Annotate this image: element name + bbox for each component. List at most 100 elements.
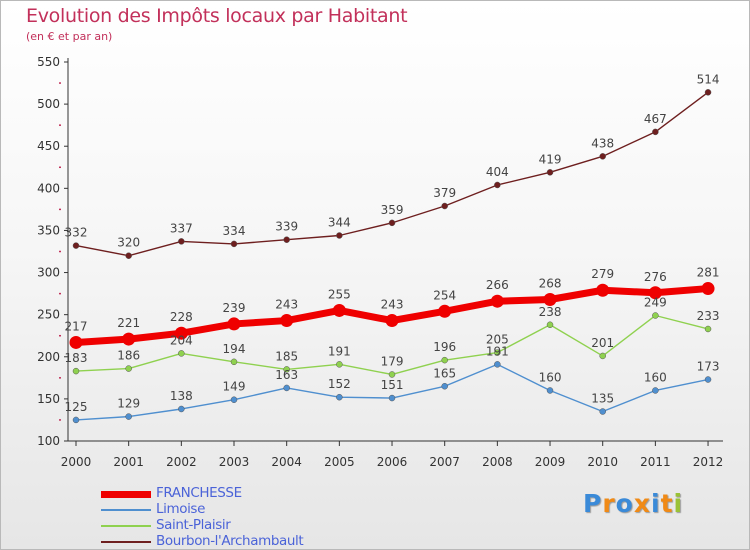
data-label-franchesse-2007: 254 [433,288,456,302]
data-point-bourbon-l-archambault-2002 [178,238,185,245]
data-label-bourbon-l-archambault-2000: 332 [65,226,88,240]
data-point-franchesse-2007 [438,304,452,318]
data-point-bourbon-l-archambault-2003 [230,240,238,248]
proxiti-logo: Proxiti [583,489,683,518]
y-tick-label-300: 300 [37,266,60,280]
legend-label-franchesse: FRANCHESSE [156,485,242,501]
data-point-franchesse-2011 [648,286,662,300]
data-label-bourbon-l-archambault-2009: 419 [539,152,562,166]
data-label-bourbon-l-archambault-2012: 514 [697,72,720,86]
data-point-bourbon-l-archambault-2008 [494,181,501,189]
data-label-franchesse-2001: 221 [117,316,140,330]
x-tick-label-2006: 2006 [377,455,408,469]
data-point-franchesse-2008 [490,294,504,308]
x-tick-label-2003: 2003 [219,455,250,469]
data-label-saint-plaisir-2002: 204 [170,333,193,347]
data-point-limoise-2000 [72,416,80,424]
data-label-saint-plaisir-2003: 194 [223,342,246,356]
logo-letter: o [615,489,634,518]
y-tick-label-100: 100 [37,434,60,448]
x-tick-label-2004: 2004 [271,455,302,469]
legend-label-saint-plaisir: Saint-Plaisir [156,517,231,533]
data-label-franchesse-2005: 255 [328,287,351,301]
chart-title: Evolution des Impôts locaux par Habitant [26,5,408,27]
logo-letter: t [660,489,674,518]
data-label-saint-plaisir-2006: 179 [381,354,404,368]
data-label-limoise-2000: 125 [65,400,88,414]
data-label-franchesse-2004: 243 [275,298,298,312]
data-label-limoise-2006: 151 [381,378,404,392]
data-label-saint-plaisir-2010: 201 [591,336,614,350]
data-point-bourbon-l-archambault-2005 [336,232,343,239]
data-point-saint-plaisir-2010 [599,352,606,360]
data-point-bourbon-l-archambault-2009 [546,169,554,176]
data-label-limoise-2005: 152 [328,377,351,391]
data-label-saint-plaisir-2007: 196 [433,340,456,354]
data-point-limoise-2007 [441,383,448,390]
x-tick-label-2002: 2002 [166,455,197,469]
data-label-saint-plaisir-2000: 183 [65,351,88,365]
data-label-franchesse-2000: 217 [65,319,88,333]
legend-swatch-bourbon-l-archambault [101,541,151,543]
y-tick-label-450: 450 [37,139,60,153]
data-label-saint-plaisir-2012: 233 [697,309,720,323]
data-point-saint-plaisir-2001 [125,365,132,372]
data-point-franchesse-2005 [332,303,346,317]
logo-letter: P [583,489,603,518]
y-tick-label-250: 250 [37,308,60,322]
legend-swatch-limoise [101,509,151,511]
data-label-limoise-2002: 138 [170,389,193,403]
data-label-bourbon-l-archambault-2011: 467 [644,112,667,126]
data-label-saint-plaisir-2008: 205 [486,333,509,347]
data-label-limoise-2011: 160 [644,370,667,384]
y-tick-label-200: 200 [37,350,60,364]
data-label-limoise-2004: 163 [275,368,298,382]
data-point-franchesse-2002 [174,326,188,340]
y-tick-label-550: 550 [37,55,60,69]
legend-swatch-franchesse [101,490,151,498]
data-label-bourbon-l-archambault-2010: 438 [591,136,614,150]
data-point-limoise-2005 [336,393,343,401]
data-label-bourbon-l-archambault-2005: 344 [328,215,351,229]
x-tick-label-2000: 2000 [61,455,92,469]
data-label-limoise-2010: 135 [591,392,614,406]
data-point-bourbon-l-archambault-2010 [599,153,606,160]
data-label-franchesse-2011: 276 [644,270,667,284]
data-label-bourbon-l-archambault-2003: 334 [223,224,246,238]
y-tick-label-400: 400 [37,181,60,195]
data-point-franchesse-2004 [280,314,294,328]
data-label-bourbon-l-archambault-2001: 320 [117,236,140,250]
data-label-limoise-2001: 129 [117,397,140,411]
data-point-franchesse-2010 [596,283,610,297]
data-label-saint-plaisir-2011: 249 [644,296,667,310]
data-point-saint-plaisir-2002 [178,350,185,357]
data-point-saint-plaisir-2006 [388,371,396,378]
data-label-franchesse-2006: 243 [381,298,404,312]
data-label-bourbon-l-archambault-2008: 404 [486,165,509,179]
data-label-franchesse-2008: 266 [486,278,509,292]
data-label-franchesse-2009: 268 [539,277,562,291]
data-point-saint-plaisir-2009 [546,321,554,329]
data-label-limoise-2007: 165 [433,366,456,380]
data-point-franchesse-2001 [122,332,136,346]
data-point-saint-plaisir-2005 [336,361,343,368]
x-tick-label-2010: 2010 [587,455,618,469]
x-tick-label-2005: 2005 [324,455,355,469]
data-point-saint-plaisir-2000 [72,367,80,375]
data-label-franchesse-2010: 279 [591,267,614,281]
data-label-franchesse-2002: 228 [170,310,193,324]
y-tick-label-150: 150 [37,392,60,406]
data-point-limoise-2002 [178,405,185,413]
y-tick-label-350: 350 [37,223,60,237]
data-point-saint-plaisir-2003 [230,358,238,366]
data-point-bourbon-l-archambault-2001 [125,252,132,259]
data-point-saint-plaisir-2004 [283,366,290,373]
data-point-saint-plaisir-2011 [652,312,659,319]
x-tick-label-2011: 2011 [640,455,671,469]
x-tick-label-2001: 2001 [113,455,144,469]
data-point-bourbon-l-archambault-2012 [704,89,712,96]
data-label-bourbon-l-archambault-2007: 379 [433,186,456,200]
data-label-bourbon-l-archambault-2006: 359 [381,203,404,217]
data-point-franchesse-2003 [227,317,241,331]
